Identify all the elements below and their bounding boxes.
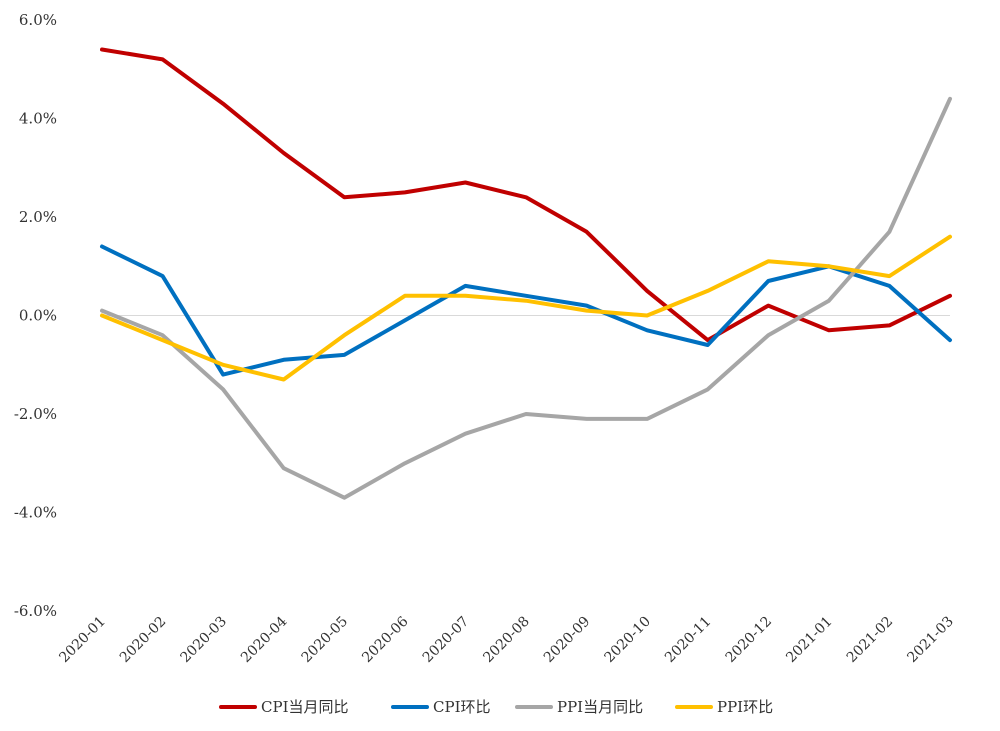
y-tick-label: -6.0%: [14, 602, 57, 620]
y-tick-label: -4.0%: [14, 504, 57, 522]
x-tick-label: 2020-07: [420, 614, 472, 666]
x-tick-label: 2020-12: [723, 614, 775, 666]
x-tick-label: 2020-09: [541, 614, 593, 666]
x-tick-label: 2020-02: [117, 614, 169, 666]
y-tick-label: 0.0%: [19, 307, 57, 325]
x-tick-label: 2020-08: [480, 614, 532, 666]
series-lines: [100, 47, 952, 500]
x-tick-label: 2020-10: [602, 614, 654, 666]
series-line-3: [100, 234, 952, 382]
y-tick-label: 2.0%: [19, 208, 57, 226]
x-tick-label: 2020-05: [299, 614, 351, 666]
y-tick-label: -2.0%: [14, 405, 57, 423]
y-tick-label: 4.0%: [19, 110, 57, 128]
x-tick-label: 2021-01: [783, 614, 835, 666]
legend: CPI当月同比 CPI环比 PPI当月同比 PPI环比: [219, 698, 773, 716]
x-tick-label: 2021-02: [844, 614, 896, 666]
x-tick-label: 2020-01: [56, 614, 108, 666]
legend-label-0: CPI当月同比: [261, 698, 349, 716]
x-tick-label: 2020-11: [662, 614, 714, 666]
legend-label-3: PPI环比: [717, 698, 773, 716]
x-tick-label: 2020-06: [359, 613, 412, 666]
y-tick-label: 6.0%: [19, 11, 57, 29]
legend-label-1: CPI环比: [433, 698, 491, 716]
y-axis: 6.0% 4.0% 2.0% 0.0% -2.0% -4.0% -6.0%: [14, 11, 57, 620]
legend-label-2: PPI当月同比: [557, 698, 643, 716]
x-tick-label: 2020-04: [238, 613, 291, 666]
series-line-2: [100, 96, 952, 500]
x-axis: 2020-01 2020-02 2020-03 2020-04 2020-05 2020-…: [56, 613, 956, 666]
x-tick-label: 2021-03: [904, 614, 956, 666]
x-tick-label: 2020-03: [178, 614, 230, 666]
series-line-0: [100, 47, 952, 343]
